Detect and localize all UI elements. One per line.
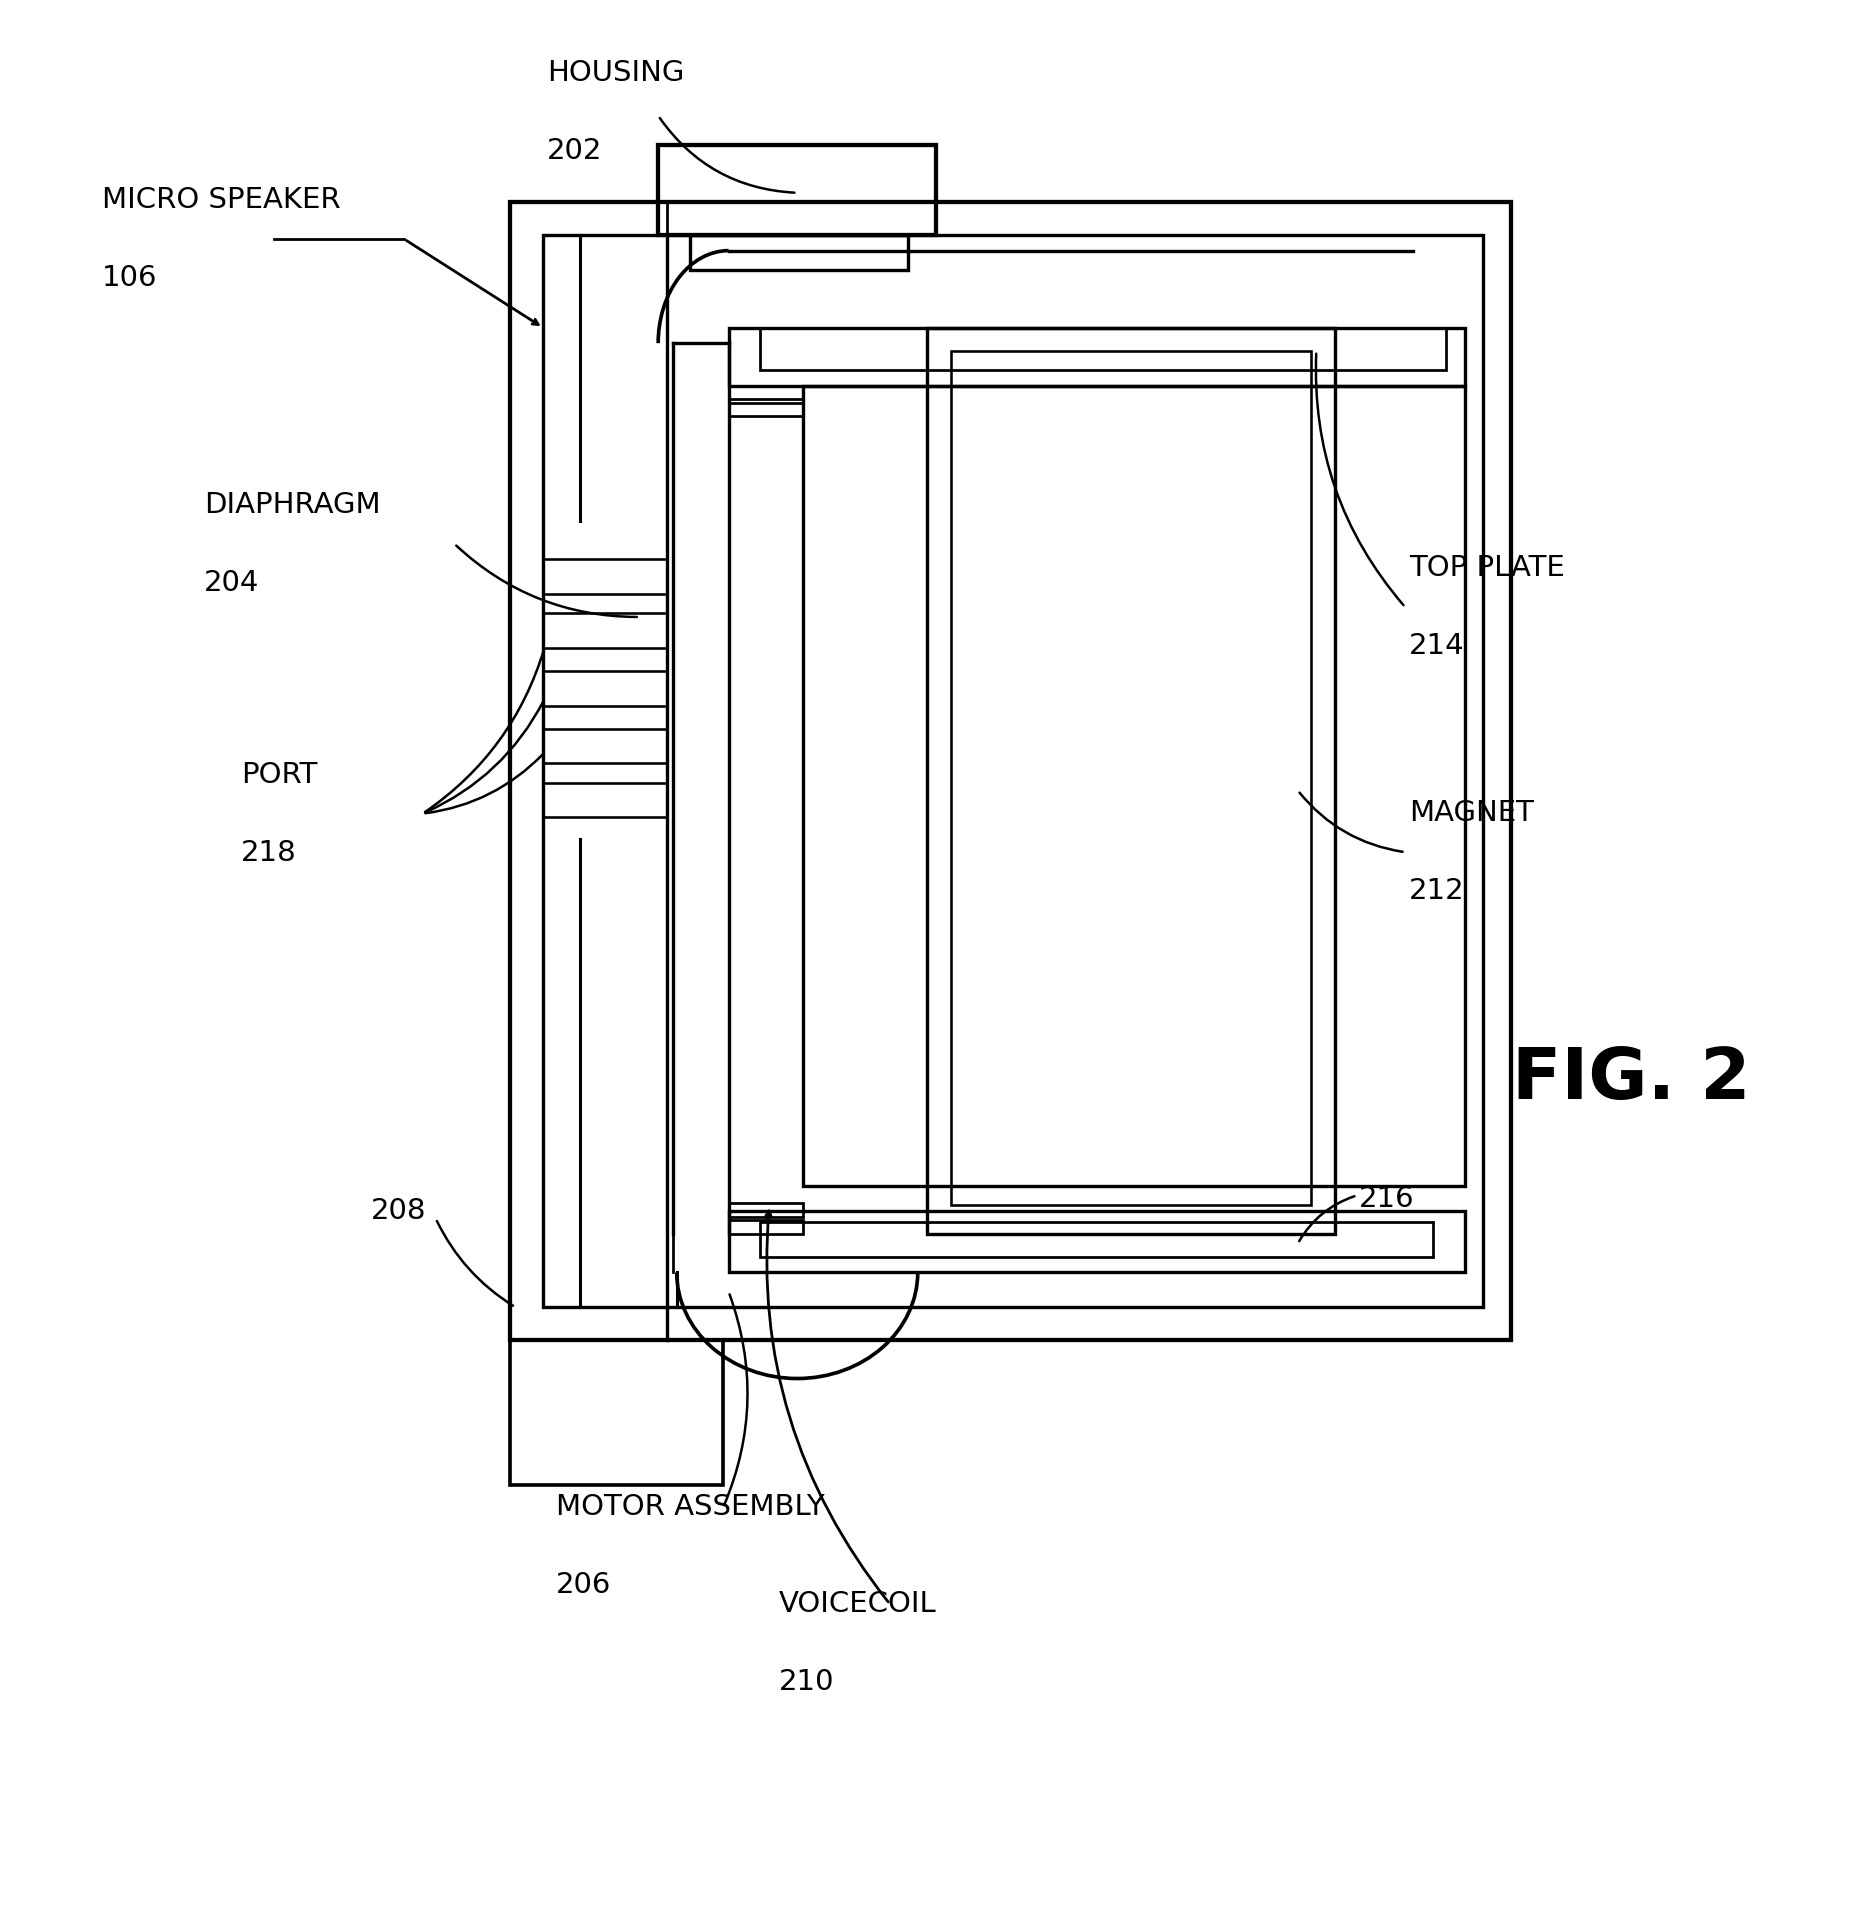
Text: 216: 216 <box>1359 1186 1415 1213</box>
Bar <box>729 1203 803 1217</box>
Text: 106: 106 <box>102 264 158 293</box>
Text: 204: 204 <box>204 569 260 598</box>
Bar <box>729 386 803 399</box>
Bar <box>760 1222 1433 1257</box>
Bar <box>760 328 1446 370</box>
Text: 214: 214 <box>1409 632 1465 661</box>
Bar <box>729 1220 803 1234</box>
Text: PORT: PORT <box>241 760 317 789</box>
Text: TOP PLATE: TOP PLATE <box>1409 553 1565 582</box>
Text: FIG. 2: FIG. 2 <box>1513 1045 1750 1114</box>
Bar <box>927 328 1335 1234</box>
Text: MOTOR ASSEMBLY: MOTOR ASSEMBLY <box>556 1492 825 1521</box>
Bar <box>658 145 936 235</box>
Text: 218: 218 <box>241 839 297 868</box>
Text: 208: 208 <box>371 1197 426 1224</box>
Bar <box>729 1211 1465 1272</box>
Text: 206: 206 <box>556 1571 612 1600</box>
Text: 210: 210 <box>779 1668 834 1697</box>
Bar <box>803 386 1465 1186</box>
Bar <box>510 202 1511 1340</box>
Text: MICRO SPEAKER: MICRO SPEAKER <box>102 185 341 214</box>
Text: MAGNET: MAGNET <box>1409 798 1533 827</box>
Bar <box>729 403 803 416</box>
Text: VOICECOIL: VOICECOIL <box>779 1589 936 1618</box>
Text: 212: 212 <box>1409 877 1465 906</box>
Bar <box>729 328 1465 386</box>
Bar <box>510 1340 723 1485</box>
Bar <box>951 351 1311 1205</box>
Text: HOUSING: HOUSING <box>547 58 684 87</box>
Bar <box>543 235 1483 1307</box>
Text: 202: 202 <box>547 137 603 166</box>
Text: DIAPHRAGM: DIAPHRAGM <box>204 490 380 519</box>
Bar <box>690 235 908 270</box>
